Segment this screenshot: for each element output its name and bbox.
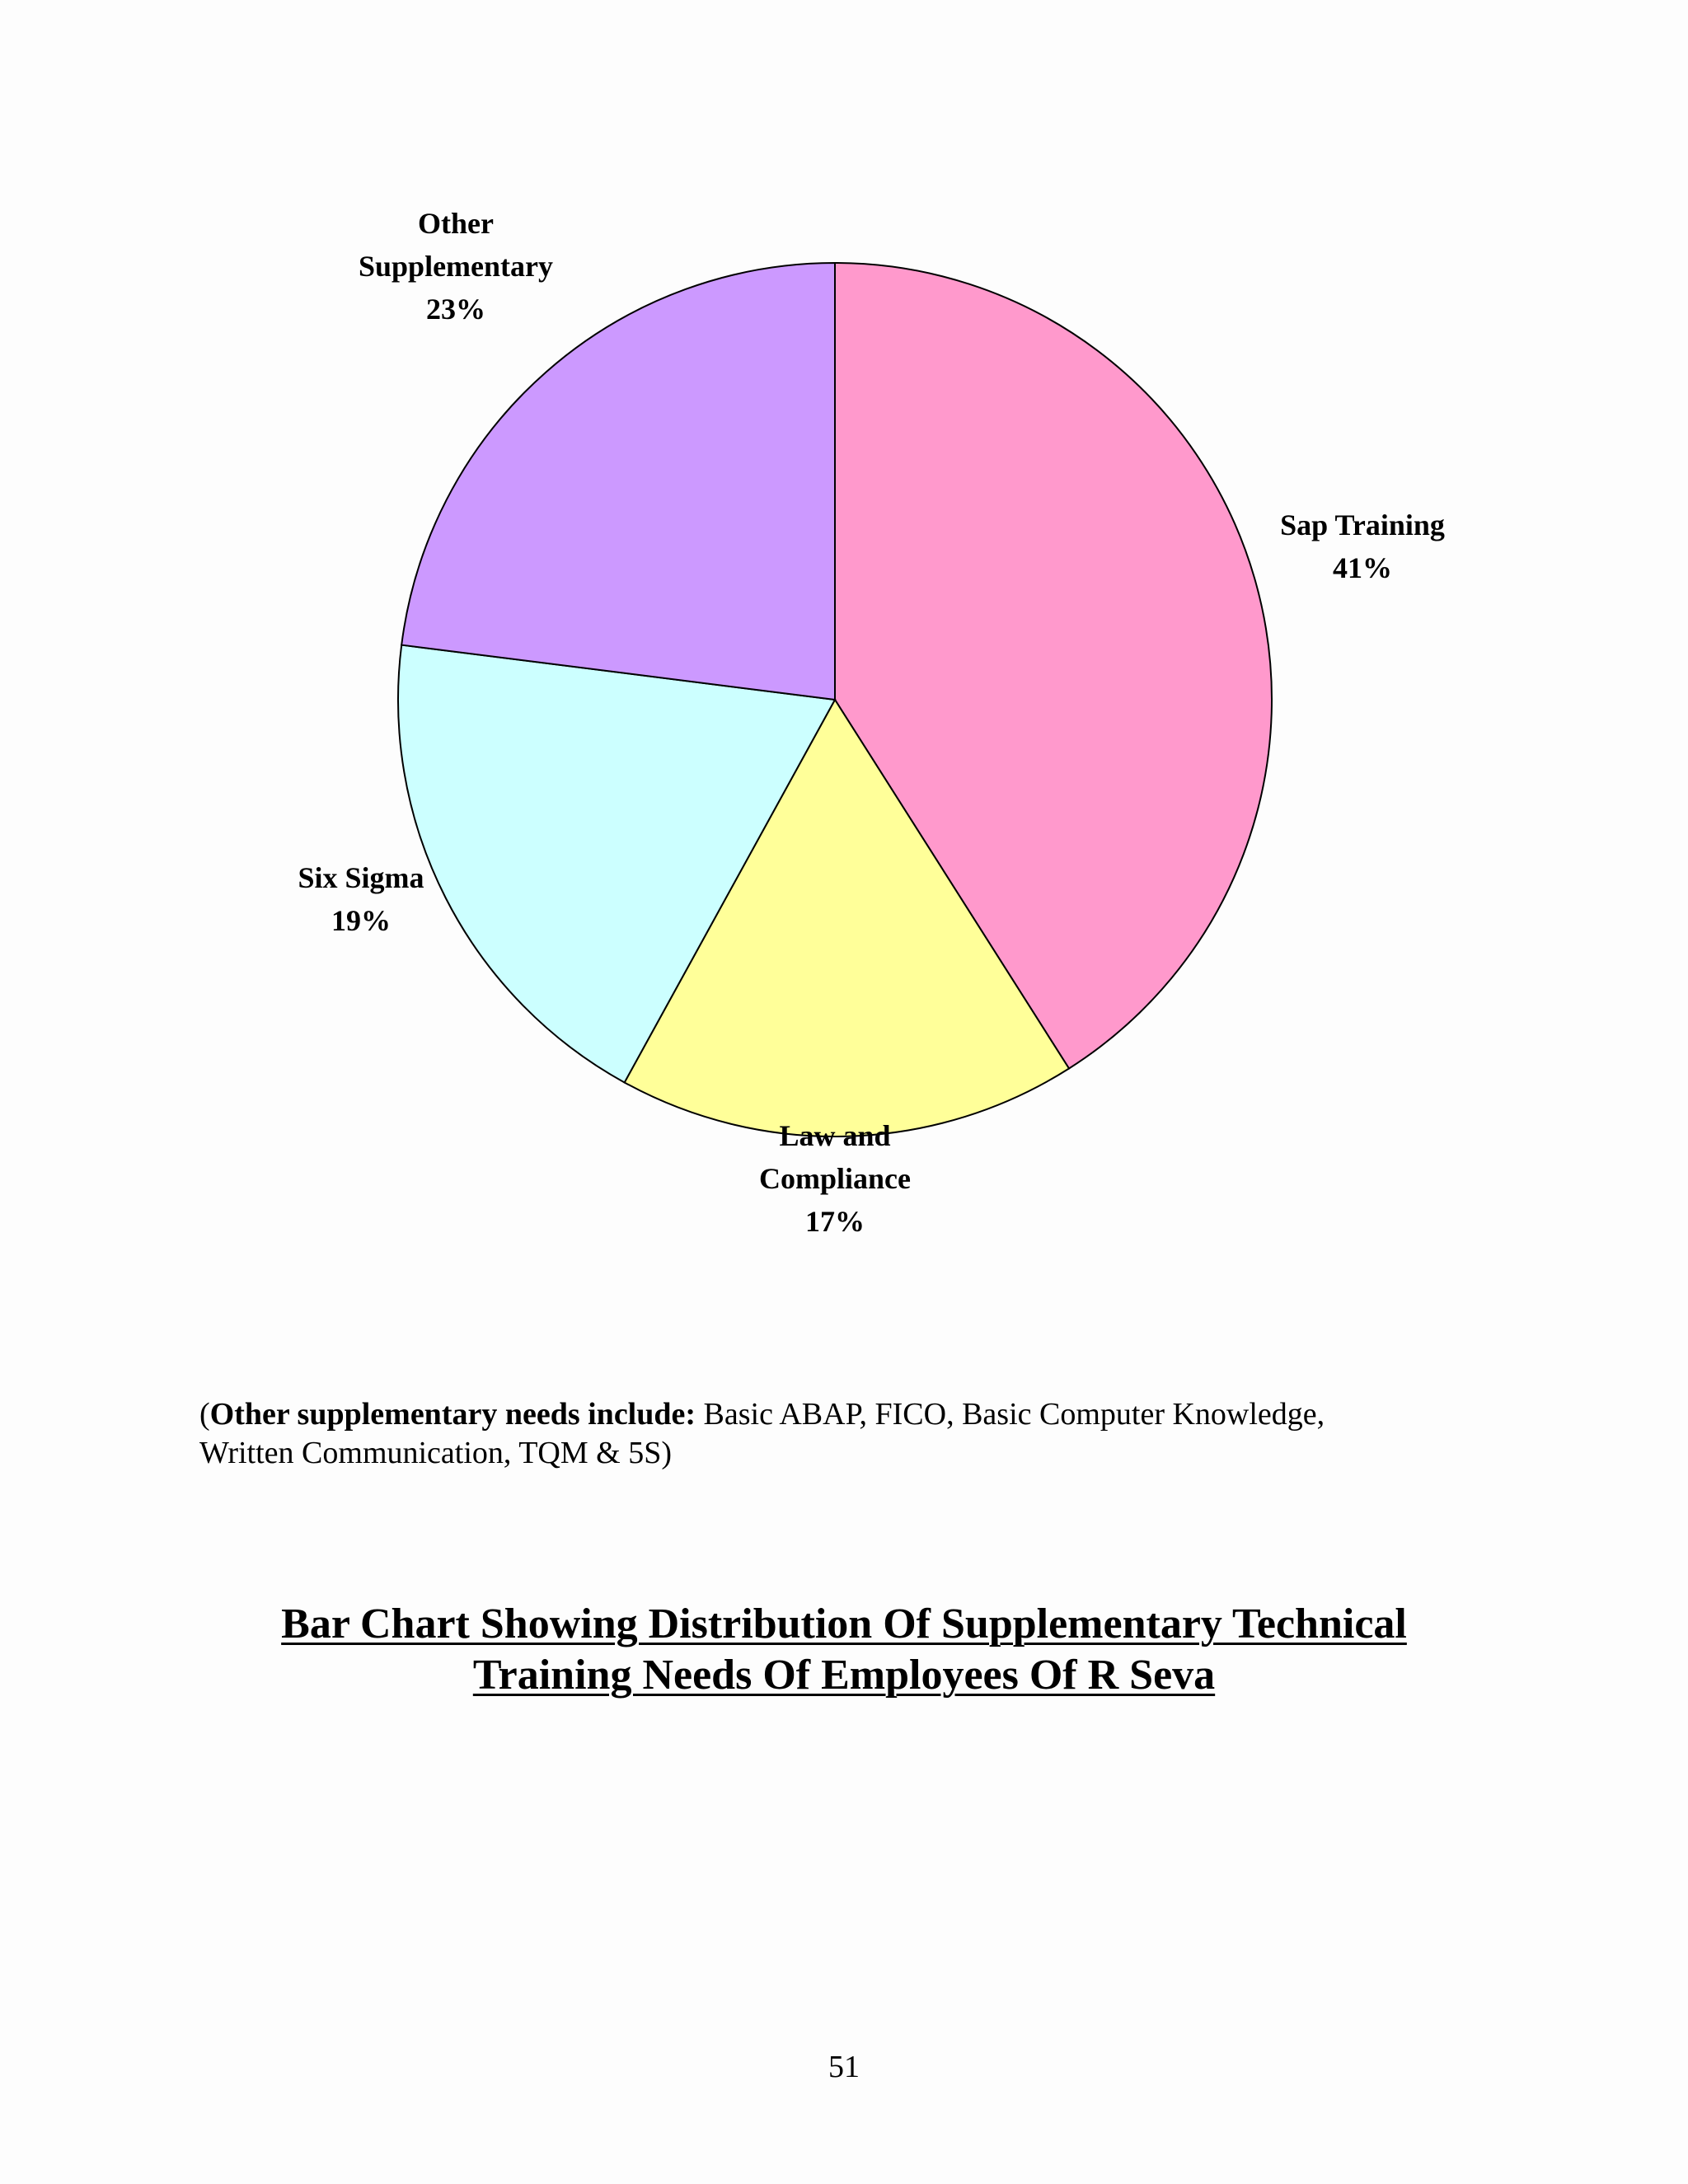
pie-slice-six-sigma	[397, 644, 837, 1084]
page-number: 51	[828, 2050, 860, 2084]
note-bold-prefix: Other supplementary needs include:	[209, 1397, 696, 1432]
pie-slice-law-and-compliance	[623, 698, 1071, 1137]
slice-label-sap-training: Sap Training 41%	[1280, 509, 1445, 584]
slice-label-law-and-compliance: Law and Compliance 17%	[759, 1119, 911, 1238]
pie-slices	[397, 261, 1273, 1137]
pie-slice-sap-training	[834, 261, 1273, 1070]
slice-label-other-supplementary: Other Supplementary 23%	[359, 207, 553, 326]
pie-slice-other-supplementary	[401, 261, 836, 701]
heading-line1: Bar Chart Showing Distribution Of Supple…	[281, 1601, 1407, 1647]
section-heading: Bar Chart Showing Distribution Of Supple…	[0, 1599, 1688, 1701]
pie-chart: Sap Training 41% Law and Compliance 17% Six S…	[298, 207, 1444, 1238]
slice-label-six-sigma: Six Sigma 19%	[298, 861, 424, 937]
heading-line2: Training Needs Of Employees Of R Seva	[472, 1652, 1216, 1699]
note-text-line2: Written Communication, TQM & 5S)	[199, 1436, 673, 1470]
note-text-line1: Basic ABAP, FICO, Basic Computer Knowled…	[696, 1397, 1325, 1432]
supplementary-note: (Other supplementary needs include: Basi…	[199, 1395, 1485, 1473]
pie-labels: Sap Training 41% Law and Compliance 17% Six S…	[298, 207, 1444, 1238]
note-open-paren: (	[199, 1397, 210, 1432]
